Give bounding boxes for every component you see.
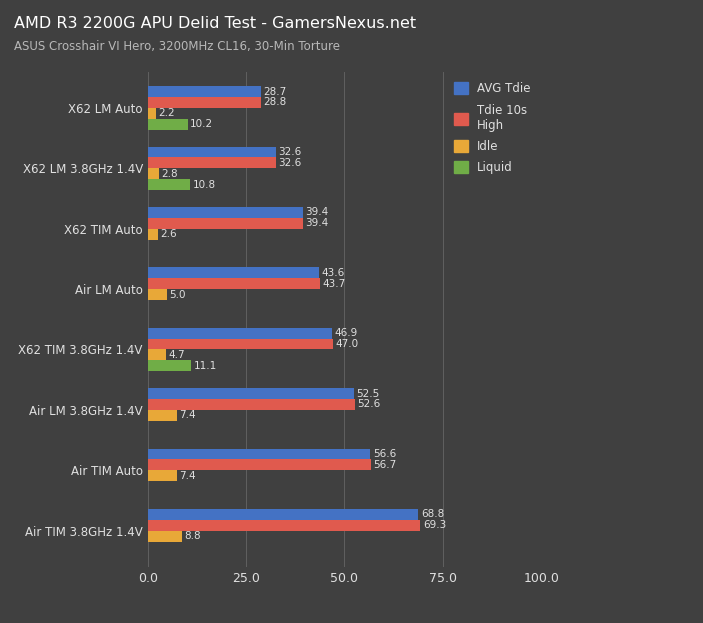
- Bar: [148, 86, 261, 97]
- Bar: [148, 470, 176, 481]
- Text: 8.8: 8.8: [185, 531, 201, 541]
- Text: 56.7: 56.7: [373, 460, 396, 470]
- Bar: [148, 168, 159, 179]
- Bar: [148, 146, 276, 158]
- Text: ASUS Crosshair VI Hero, 3200MHz CL16, 30-Min Torture: ASUS Crosshair VI Hero, 3200MHz CL16, 30…: [14, 40, 340, 54]
- Text: 46.9: 46.9: [335, 328, 358, 338]
- Bar: [148, 509, 418, 520]
- Text: 28.7: 28.7: [263, 87, 286, 97]
- Text: 5.0: 5.0: [169, 290, 186, 300]
- Bar: [148, 388, 354, 399]
- Bar: [148, 449, 370, 459]
- Bar: [148, 289, 167, 300]
- Text: 4.7: 4.7: [169, 350, 185, 360]
- Bar: [148, 520, 420, 531]
- Text: 7.4: 7.4: [179, 471, 195, 481]
- Text: 69.3: 69.3: [423, 520, 446, 530]
- Bar: [148, 360, 191, 371]
- Text: 39.4: 39.4: [305, 207, 328, 217]
- Text: 47.0: 47.0: [335, 339, 358, 349]
- Text: 10.8: 10.8: [193, 179, 216, 189]
- Text: 52.5: 52.5: [356, 389, 380, 399]
- Bar: [148, 158, 276, 168]
- Bar: [148, 531, 182, 541]
- Text: 43.6: 43.6: [322, 268, 345, 278]
- Text: AMD R3 2200G APU Delid Test - GamersNexus.net: AMD R3 2200G APU Delid Test - GamersNexu…: [14, 16, 416, 31]
- Bar: [148, 229, 158, 240]
- Bar: [148, 399, 355, 410]
- Text: 28.8: 28.8: [264, 97, 287, 107]
- Text: 10.2: 10.2: [190, 119, 213, 129]
- Bar: [148, 278, 320, 289]
- Text: 39.4: 39.4: [305, 218, 328, 228]
- Legend: AVG Tdie, Tdie 10s
High, Idle, Liquid: AVG Tdie, Tdie 10s High, Idle, Liquid: [449, 77, 536, 179]
- Text: 11.1: 11.1: [194, 361, 217, 371]
- Bar: [148, 119, 188, 130]
- Bar: [148, 218, 303, 229]
- Bar: [148, 339, 333, 350]
- Text: 32.6: 32.6: [278, 158, 302, 168]
- Bar: [148, 350, 166, 360]
- Bar: [148, 410, 176, 421]
- Bar: [148, 267, 319, 278]
- Text: 32.6: 32.6: [278, 147, 302, 157]
- Bar: [148, 108, 156, 119]
- Bar: [148, 179, 190, 190]
- Bar: [148, 97, 261, 108]
- Text: 56.6: 56.6: [373, 449, 396, 459]
- Text: 52.6: 52.6: [357, 399, 380, 409]
- Text: 2.8: 2.8: [161, 169, 178, 179]
- Bar: [148, 328, 333, 339]
- Text: 43.7: 43.7: [322, 278, 345, 288]
- Text: 7.4: 7.4: [179, 411, 195, 421]
- Bar: [148, 459, 371, 470]
- Text: 68.8: 68.8: [421, 510, 444, 520]
- Bar: [148, 207, 303, 218]
- Text: 2.2: 2.2: [159, 108, 175, 118]
- Text: 2.6: 2.6: [160, 229, 177, 239]
